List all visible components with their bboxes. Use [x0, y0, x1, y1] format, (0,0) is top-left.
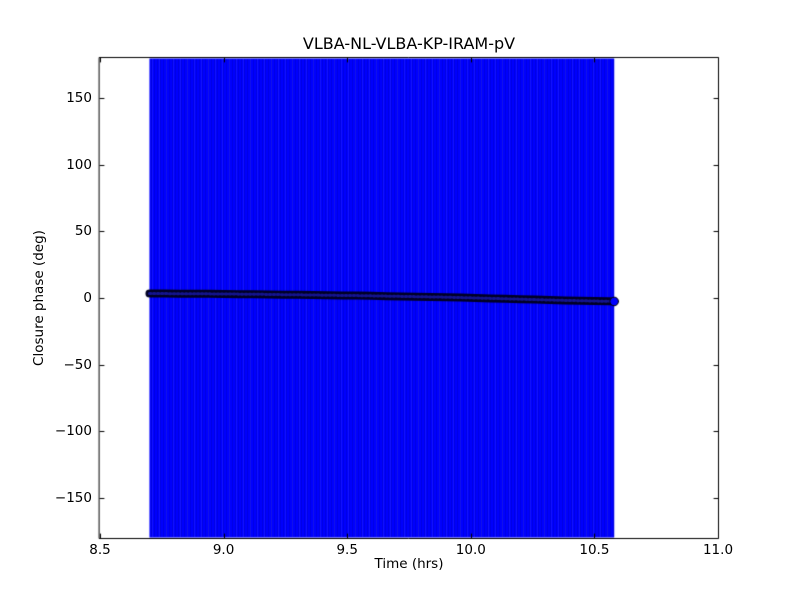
x-tick-label: 10.5	[579, 542, 610, 558]
x-tick-label: 9.0	[212, 542, 235, 558]
y-tick-label: 50	[74, 223, 92, 240]
x-tick-label: 11.0	[702, 542, 734, 558]
x-tick-label: 10.0	[455, 542, 486, 558]
y-tick-label: 0	[83, 290, 92, 306]
y-tick-label: −50	[63, 356, 93, 373]
y-tick-label: 150	[66, 90, 92, 106]
x-tick-label: 8.5	[89, 542, 111, 558]
y-tick-label: −150	[54, 490, 92, 506]
x-axis-label: Time (hrs)	[374, 556, 444, 572]
y-tick-label: 100	[66, 156, 92, 173]
y-tick-label: −100	[54, 423, 92, 440]
chart-title: VLBA-NL-VLBA-KP-IRAM-pV	[302, 34, 516, 53]
x-tick-label: 9.5	[336, 542, 358, 558]
